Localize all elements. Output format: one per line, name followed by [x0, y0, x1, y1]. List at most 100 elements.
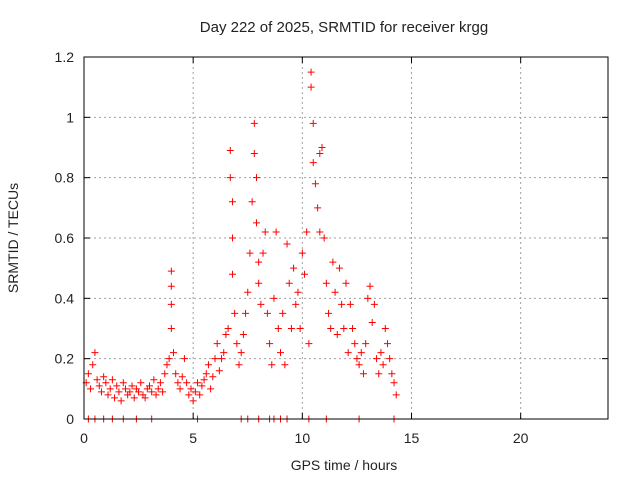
data-point [298, 249, 306, 257]
data-point [84, 370, 92, 378]
x-tick-label: 5 [189, 430, 197, 446]
data-point [333, 331, 341, 339]
data-point [255, 258, 263, 266]
point-layer [82, 68, 400, 423]
data-point [97, 388, 105, 396]
y-tick-label: 0.2 [55, 351, 75, 367]
data-point [167, 325, 175, 332]
data-point [325, 309, 333, 317]
data-point [213, 340, 221, 348]
data-point [252, 174, 260, 182]
x-axis-label: GPS time / hours [291, 457, 398, 473]
data-point [303, 228, 311, 236]
data-point [204, 361, 212, 369]
x-tick-label: 10 [295, 430, 311, 446]
data-point [364, 294, 372, 302]
data-point [235, 361, 243, 369]
data-point [209, 373, 217, 381]
data-point [130, 394, 138, 402]
data-point [159, 388, 167, 396]
data-point [135, 388, 143, 396]
data-point [150, 376, 158, 384]
chart-title: Day 222 of 2025, SRMTID for receiver krg… [200, 19, 488, 36]
data-point [231, 309, 239, 317]
data-point [305, 340, 313, 348]
data-point [311, 180, 319, 188]
data-point [390, 379, 398, 387]
data-point [156, 379, 164, 387]
data-point [322, 279, 330, 287]
y-tick-label: 0 [66, 411, 74, 427]
data-point [344, 349, 352, 357]
data-point [292, 300, 300, 308]
data-point [89, 361, 97, 369]
data-point [187, 385, 195, 393]
data-point [279, 309, 287, 317]
data-point [266, 340, 274, 348]
data-point [318, 144, 326, 151]
data-point [87, 385, 95, 393]
data-point [338, 300, 346, 308]
data-point [222, 331, 230, 339]
data-point [172, 370, 180, 378]
data-point [106, 385, 114, 393]
data-point [194, 379, 202, 387]
data-point [121, 385, 129, 393]
data-point [246, 249, 254, 257]
data-point [104, 391, 112, 399]
data-point [196, 391, 204, 399]
data-point [191, 388, 199, 396]
data-point [316, 228, 324, 236]
data-point [198, 382, 206, 390]
data-point [301, 270, 309, 278]
data-point [176, 385, 184, 393]
data-point [294, 288, 302, 296]
data-point [329, 258, 337, 266]
data-point [167, 300, 175, 308]
data-point [353, 355, 361, 363]
plot-frame [83, 56, 609, 420]
data-point [226, 147, 234, 155]
data-point [270, 294, 278, 302]
data-point [239, 331, 247, 339]
data-point [226, 174, 234, 182]
y-tick-label: 0.8 [55, 170, 75, 186]
y-tick-label: 0.6 [55, 230, 75, 246]
data-point [375, 370, 383, 378]
data-point [327, 325, 335, 332]
data-point [207, 385, 215, 393]
data-point [283, 240, 291, 248]
y-tick-label: 0.4 [55, 290, 75, 306]
data-point [146, 382, 153, 390]
tick-layer: 0 0.2 0.4 0.6 0.8 1 1.2 0 5 10 15 20 [55, 49, 608, 446]
data-point [379, 361, 387, 369]
data-point [307, 68, 315, 76]
data-point [228, 270, 236, 278]
data-point [154, 385, 162, 393]
data-point [215, 367, 223, 375]
data-point [211, 355, 219, 363]
data-point [281, 361, 289, 369]
data-point [263, 309, 271, 317]
data-point [180, 355, 188, 363]
data-point [373, 355, 381, 363]
data-point [314, 204, 322, 212]
data-point [349, 325, 357, 332]
grid-layer [84, 57, 608, 419]
data-point [257, 300, 265, 308]
y-tick-label: 1.2 [55, 49, 75, 65]
data-point [233, 340, 241, 348]
data-point [309, 159, 317, 167]
data-point [148, 388, 156, 396]
data-point [228, 198, 236, 206]
data-point [161, 370, 169, 378]
data-point [386, 355, 394, 363]
data-point [357, 349, 365, 357]
data-point [346, 300, 354, 308]
x-tick-label: 0 [80, 430, 88, 446]
data-point [320, 234, 328, 242]
data-point [128, 382, 136, 390]
data-point [119, 379, 127, 387]
data-point [93, 376, 101, 384]
